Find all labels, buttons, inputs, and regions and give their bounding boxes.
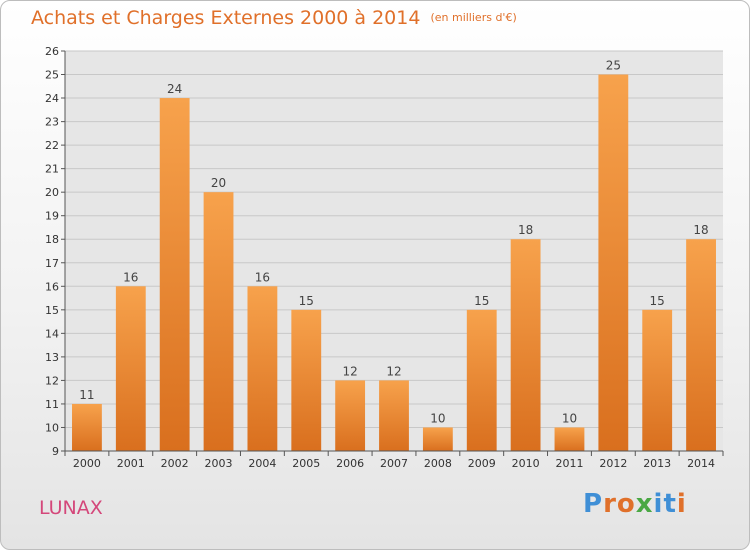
- y-tick-label: 15: [45, 304, 59, 317]
- y-tick-label: 10: [45, 421, 59, 434]
- axes: 9 10 11 12 13 14 15 16 17 18 19 20 21 22 23 24 25 26 2000 2…: [45, 45, 724, 470]
- bar-value-label: 25: [606, 59, 621, 73]
- bar-value-label: 18: [518, 223, 533, 237]
- chart-title: Achats et Charges Externes 2000 à 2014 (e…: [31, 7, 517, 29]
- bar: [115, 286, 146, 451]
- bar-value-label: 16: [123, 270, 138, 284]
- bar-value-label: 20: [211, 176, 226, 190]
- bar-value-label: 16: [255, 270, 270, 284]
- bar: [466, 309, 497, 451]
- x-tick-label: 2002: [161, 457, 189, 470]
- x-tick-label: 2005: [292, 457, 320, 470]
- x-tick-label: 2000: [73, 457, 101, 470]
- y-tick-label: 23: [45, 116, 59, 129]
- x-tick-label: 2001: [117, 457, 145, 470]
- y-tick-label: 12: [45, 374, 59, 387]
- bar-value-label: 10: [430, 411, 445, 425]
- x-tick-label: 2006: [336, 457, 364, 470]
- bar: [686, 239, 716, 451]
- y-tick-label: 11: [45, 398, 59, 411]
- bars: 11 16 24 20 16 15 12 12 10 15 18 10 25 15 18: [72, 59, 716, 452]
- bar-value-label: 10: [562, 411, 577, 425]
- bar: [379, 380, 409, 451]
- logo-letter: t: [663, 489, 677, 519]
- bar-value-label: 15: [299, 294, 314, 308]
- y-tick-label: 9: [52, 445, 59, 458]
- bar: [554, 427, 585, 451]
- y-tick-label: 14: [45, 327, 59, 340]
- logo-letter: i: [676, 489, 687, 519]
- x-tick-label: 2007: [380, 457, 408, 470]
- bar: [598, 74, 629, 451]
- title-text: Achats et Charges Externes 2000 à 2014: [31, 7, 421, 29]
- x-tick-label: 2009: [468, 457, 496, 470]
- x-tick-label: 2010: [512, 457, 540, 470]
- bar-value-label: 18: [693, 223, 708, 237]
- logo-letter: x: [635, 489, 654, 519]
- y-tick-label: 20: [45, 186, 59, 199]
- bar: [422, 427, 453, 451]
- bar-value-label: 12: [342, 364, 357, 378]
- logo-letter: i: [653, 489, 664, 519]
- x-tick-label: 2008: [424, 457, 452, 470]
- commune-name: LUNAX: [39, 497, 103, 519]
- y-tick-label: 13: [45, 351, 59, 364]
- y-tick-label: 26: [45, 45, 59, 58]
- x-tick-label: 2003: [205, 457, 233, 470]
- y-tick-label: 24: [45, 92, 59, 105]
- bar: [159, 98, 190, 451]
- y-tick-label: 16: [45, 280, 59, 293]
- bar-value-label: 11: [79, 388, 94, 402]
- x-tick-label: 2013: [643, 457, 671, 470]
- y-tick-label: 19: [45, 210, 59, 223]
- logo-letter: P: [583, 489, 604, 519]
- unit-note: (en milliers d'€): [430, 11, 517, 24]
- proxiti-logo[interactable]: Proxiti: [583, 489, 687, 519]
- bar: [642, 309, 673, 451]
- bar-value-label: 15: [650, 294, 665, 308]
- bar: [510, 239, 541, 451]
- x-tick-label: 2012: [599, 457, 627, 470]
- logo-letter: o: [616, 489, 636, 519]
- bar: [335, 380, 366, 451]
- y-tick-label: 25: [45, 69, 59, 82]
- y-tick-label: 18: [45, 233, 59, 246]
- y-tick-label: 21: [45, 163, 59, 176]
- y-tick-label: 22: [45, 139, 59, 152]
- y-tick-label: 17: [45, 257, 59, 270]
- bar: [247, 286, 278, 451]
- logo-letter: r: [603, 489, 617, 519]
- x-tick-label: 2011: [555, 457, 583, 470]
- bar-value-label: 12: [386, 364, 401, 378]
- bar: [291, 309, 322, 451]
- bar-value-label: 15: [474, 294, 489, 308]
- x-tick-label: 2014: [687, 457, 715, 470]
- x-tick-label: 2004: [248, 457, 276, 470]
- bar: [72, 403, 102, 451]
- bar-value-label: 24: [167, 82, 182, 96]
- bar: [203, 192, 234, 452]
